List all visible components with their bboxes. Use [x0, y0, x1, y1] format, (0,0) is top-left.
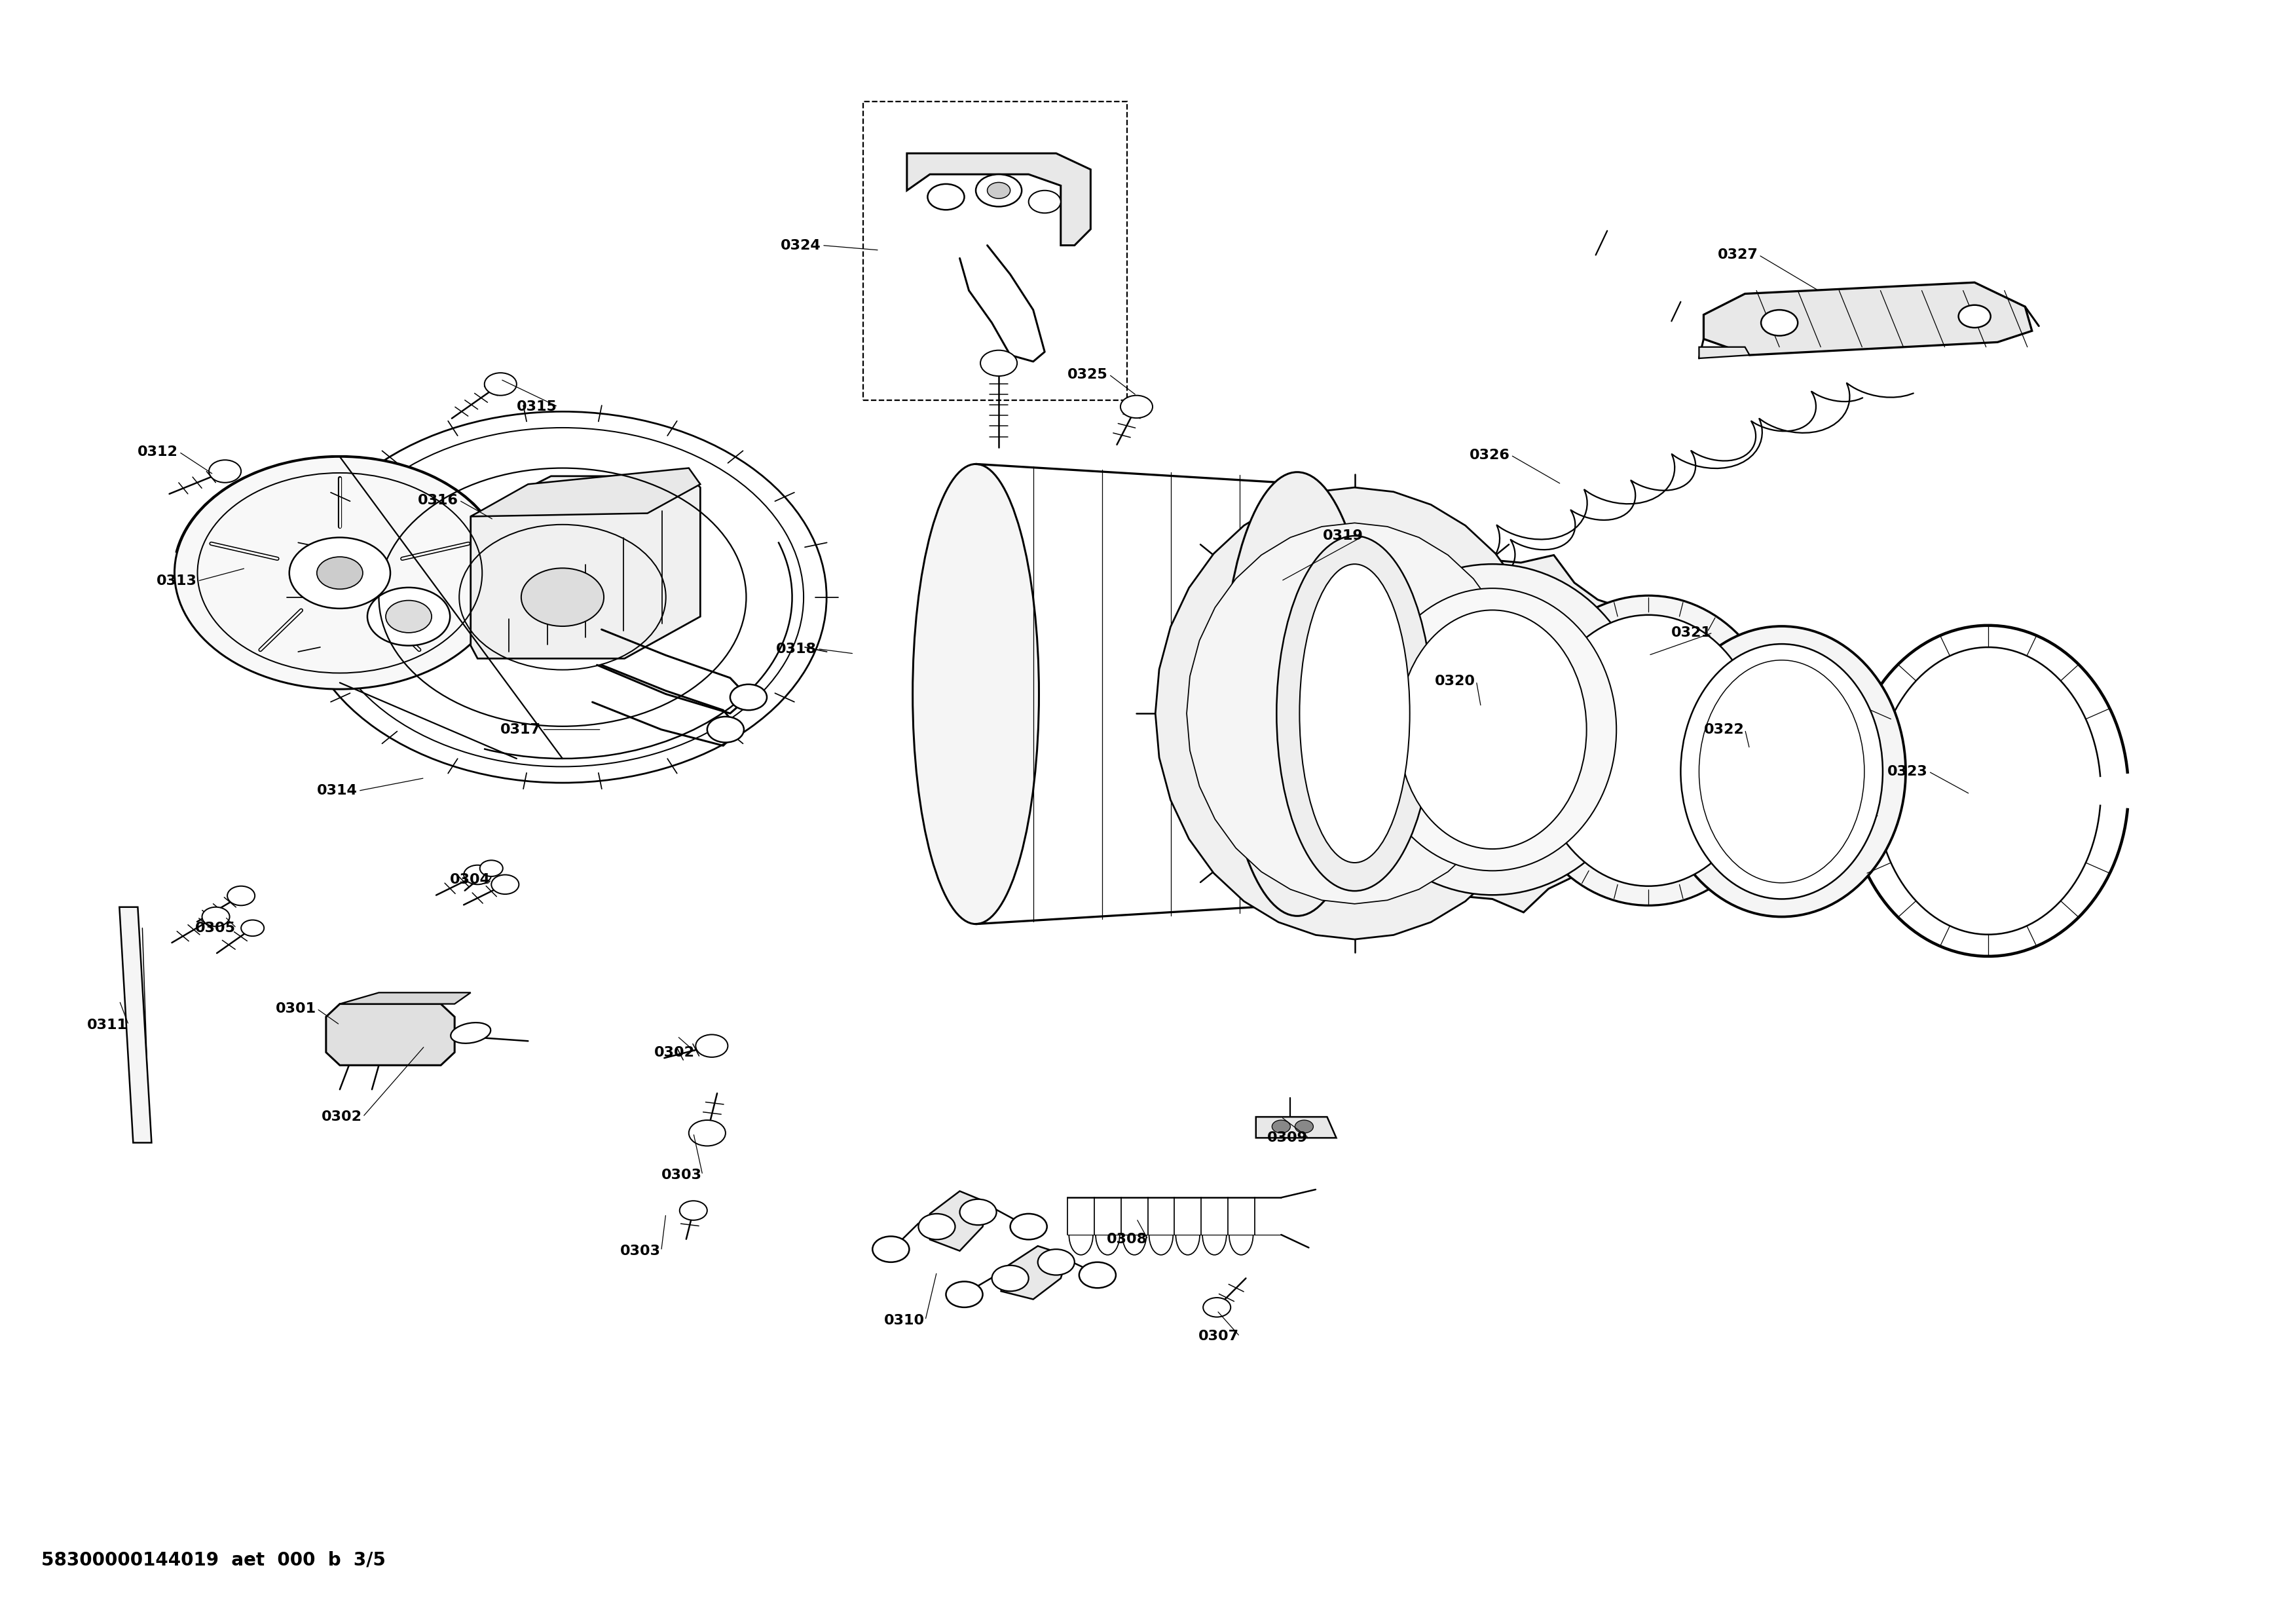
Text: 0316: 0316 [418, 494, 459, 507]
Ellipse shape [912, 465, 1038, 925]
Circle shape [484, 373, 517, 395]
Circle shape [680, 1201, 707, 1220]
Text: 0303: 0303 [620, 1244, 661, 1257]
Polygon shape [1704, 282, 2032, 355]
Circle shape [464, 865, 491, 884]
Text: 0327: 0327 [1717, 249, 1759, 261]
Text: 0308: 0308 [1107, 1233, 1148, 1246]
Circle shape [1029, 190, 1061, 213]
Polygon shape [907, 153, 1091, 245]
Ellipse shape [450, 1023, 491, 1043]
Circle shape [730, 684, 767, 710]
Text: 0312: 0312 [138, 445, 179, 458]
Polygon shape [1001, 1246, 1068, 1299]
Polygon shape [326, 1004, 455, 1065]
Text: 0325: 0325 [1068, 368, 1109, 381]
Circle shape [521, 568, 604, 626]
Text: 0310: 0310 [884, 1314, 925, 1327]
Polygon shape [119, 907, 152, 1143]
Circle shape [992, 1265, 1029, 1291]
Ellipse shape [1513, 596, 1784, 905]
Circle shape [960, 1199, 996, 1225]
Circle shape [696, 1035, 728, 1057]
Circle shape [872, 1236, 909, 1262]
Circle shape [928, 184, 964, 210]
Text: 0314: 0314 [317, 784, 358, 797]
Text: 0326: 0326 [1469, 449, 1511, 462]
Text: 0315: 0315 [517, 400, 558, 413]
Circle shape [1761, 310, 1798, 336]
Text: 0318: 0318 [776, 642, 817, 655]
Circle shape [1010, 1214, 1047, 1240]
Text: 0323: 0323 [1887, 765, 1929, 778]
Ellipse shape [1300, 563, 1410, 863]
Circle shape [976, 174, 1022, 207]
Ellipse shape [1658, 626, 1906, 917]
Circle shape [1295, 1120, 1313, 1133]
Circle shape [1038, 1249, 1075, 1275]
Text: 0301: 0301 [276, 1002, 317, 1015]
Circle shape [707, 717, 744, 742]
Polygon shape [340, 993, 471, 1004]
Text: 0320: 0320 [1435, 675, 1476, 688]
Circle shape [289, 537, 390, 608]
Polygon shape [1187, 523, 1522, 904]
Text: 0324: 0324 [781, 239, 822, 252]
Text: 58300000144019  aet  000  b  3/5: 58300000144019 aet 000 b 3/5 [41, 1551, 386, 1569]
Text: 0304: 0304 [450, 873, 491, 886]
Ellipse shape [1681, 644, 1883, 899]
Circle shape [1272, 1120, 1290, 1133]
Polygon shape [1256, 1117, 1336, 1138]
Circle shape [202, 907, 230, 926]
Circle shape [918, 1214, 955, 1240]
Polygon shape [1316, 547, 1669, 912]
Text: 0302: 0302 [321, 1110, 363, 1123]
Text: 0309: 0309 [1267, 1131, 1309, 1144]
Ellipse shape [1277, 536, 1433, 891]
Polygon shape [1155, 487, 1554, 939]
Text: 0319: 0319 [1322, 529, 1364, 542]
Circle shape [1079, 1262, 1116, 1288]
Circle shape [1203, 1298, 1231, 1317]
Circle shape [491, 875, 519, 894]
Text: 0313: 0313 [156, 575, 197, 587]
Circle shape [480, 860, 503, 876]
Text: 0305: 0305 [195, 922, 236, 935]
Circle shape [1120, 395, 1153, 418]
Ellipse shape [1221, 473, 1371, 917]
Circle shape [227, 886, 255, 905]
Circle shape [386, 600, 432, 633]
Circle shape [367, 587, 450, 646]
Text: 0307: 0307 [1199, 1330, 1240, 1343]
Text: 0303: 0303 [661, 1169, 703, 1181]
Polygon shape [471, 468, 700, 516]
Circle shape [1958, 305, 1991, 328]
Circle shape [689, 1120, 726, 1146]
Bar [863, 102, 1127, 400]
Ellipse shape [1336, 565, 1649, 894]
Circle shape [946, 1282, 983, 1307]
Polygon shape [471, 476, 700, 659]
Ellipse shape [1536, 615, 1761, 886]
Text: 0317: 0317 [501, 723, 542, 736]
Polygon shape [1699, 347, 1750, 358]
Circle shape [987, 182, 1010, 199]
Ellipse shape [1368, 589, 1616, 872]
Polygon shape [930, 1191, 987, 1251]
Text: 0311: 0311 [87, 1018, 129, 1031]
Circle shape [317, 557, 363, 589]
Text: 0322: 0322 [1704, 723, 1745, 736]
Circle shape [209, 460, 241, 483]
Circle shape [241, 920, 264, 936]
Text: 0302: 0302 [654, 1046, 696, 1059]
Circle shape [980, 350, 1017, 376]
Text: 0321: 0321 [1671, 626, 1713, 639]
Ellipse shape [1398, 610, 1587, 849]
Circle shape [174, 457, 505, 689]
